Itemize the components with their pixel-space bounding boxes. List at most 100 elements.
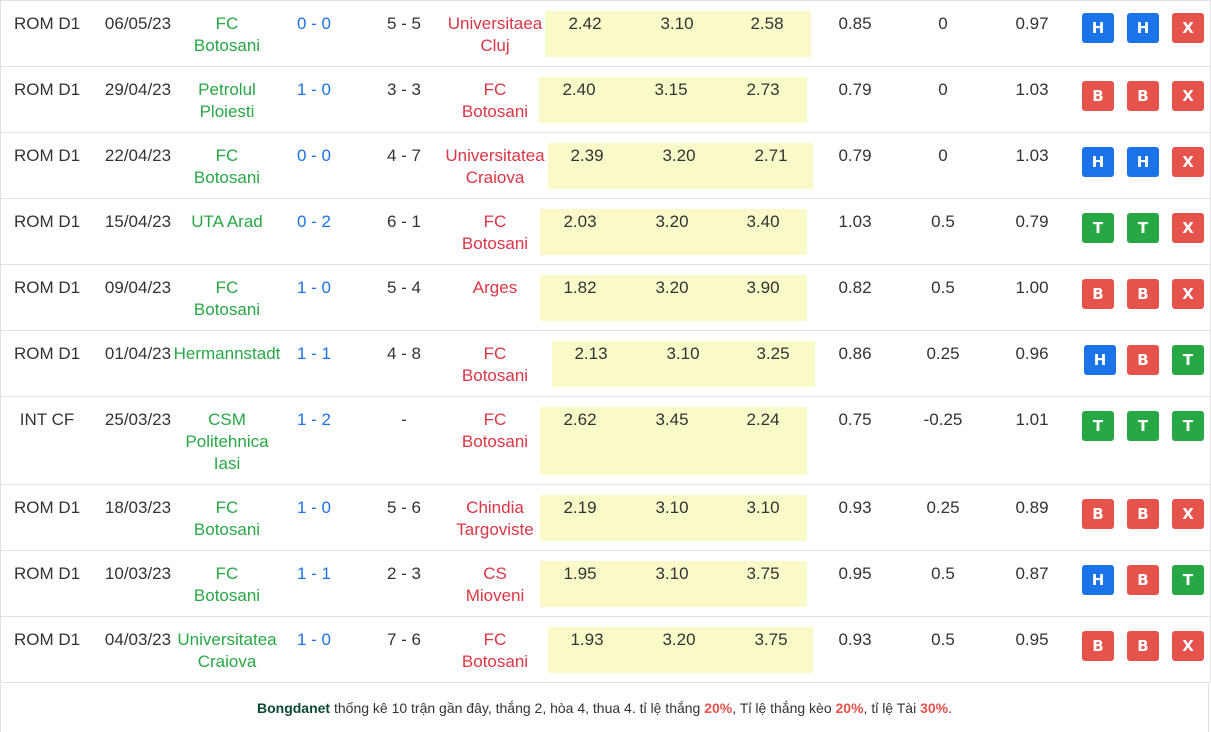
away-team-cell[interactable]: CS Mioveni xyxy=(437,563,553,607)
home-team-name-line[interactable]: Botosani xyxy=(193,168,261,187)
home-team-name-line[interactable]: Petrolul xyxy=(198,80,256,99)
home-team-cell[interactable]: FC Botosani xyxy=(173,277,281,321)
handicap-line-cell: -0.25 xyxy=(923,410,963,429)
away-team-cell[interactable]: FC Botosani xyxy=(437,343,553,387)
home-team-cell[interactable]: FC Botosani xyxy=(173,563,281,607)
corner-cell: 5 - 6 xyxy=(386,498,422,517)
score-cell[interactable]: 0 - 0 xyxy=(296,14,332,33)
away-team-name-line[interactable]: FC xyxy=(483,212,507,231)
league-cell[interactable]: ROM D1 xyxy=(13,278,81,297)
league-cell[interactable]: ROM D1 xyxy=(13,498,81,517)
home-team-cell[interactable]: CSM Politehnica Iasi xyxy=(173,409,281,475)
score-cell[interactable]: 1 - 2 xyxy=(296,410,332,429)
summary-text-1: thống kê 10 trận gần đây, thắng 2, hòa 4… xyxy=(330,700,705,716)
odds-3-cell: 2.24 xyxy=(746,410,780,429)
away-team-name-line[interactable]: Botosani xyxy=(461,652,529,671)
home-team-cell[interactable]: UTA Arad xyxy=(173,211,281,233)
away-team-name-line[interactable]: Targoviste xyxy=(456,520,534,539)
score-cell[interactable]: 1 - 0 xyxy=(296,278,332,297)
home-team-name-line[interactable]: Universitatea xyxy=(177,630,277,649)
away-team-cell[interactable]: FC Botosani xyxy=(437,79,553,123)
home-team-name-line[interactable]: Politehnica xyxy=(185,432,269,451)
away-team-cell[interactable]: Arges xyxy=(437,277,553,299)
home-team-cell[interactable]: FC Botosani xyxy=(173,145,281,189)
home-team-name-line[interactable]: Hermannstadt xyxy=(173,344,281,363)
league-cell[interactable]: ROM D1 xyxy=(13,14,81,33)
home-team-name-line[interactable]: Botosani xyxy=(193,520,261,539)
league-cell[interactable]: ROM D1 xyxy=(13,630,81,649)
away-team-name-line[interactable]: Arges xyxy=(472,278,518,297)
away-team-name-line[interactable]: Botosani xyxy=(461,102,529,121)
brand-name[interactable]: Bongdanet xyxy=(256,700,331,716)
home-team-cell[interactable]: FC Botosani xyxy=(173,497,281,541)
home-team-cell[interactable]: Hermannstadt xyxy=(173,343,281,365)
result-badge-3: X xyxy=(1172,499,1204,529)
handicap-win-rate: 20% xyxy=(835,700,864,716)
result-badge-3: T xyxy=(1172,411,1204,441)
home-team-cell[interactable]: Petrolul Ploiesti xyxy=(173,79,281,123)
home-team-name-line[interactable]: CSM xyxy=(208,410,246,429)
score-cell[interactable]: 0 - 2 xyxy=(296,212,332,231)
away-team-cell[interactable]: Universitaea Cluj xyxy=(437,13,553,57)
home-team-name-line[interactable]: FC xyxy=(215,14,239,33)
away-team-cell[interactable]: Chindia Targoviste xyxy=(437,497,553,541)
away-team-name-line[interactable]: Cluj xyxy=(480,36,510,55)
league-cell[interactable]: ROM D1 xyxy=(13,564,81,583)
home-team-name-line[interactable]: Botosani xyxy=(193,36,261,55)
odds-2-cell: 3.20 xyxy=(655,278,689,297)
date-cell: 10/03/23 xyxy=(104,564,172,583)
home-team-name-line[interactable]: Iasi xyxy=(213,454,241,473)
home-team-name-line[interactable]: FC xyxy=(215,498,239,517)
home-team-name-line[interactable]: Craiova xyxy=(197,652,257,671)
league-cell[interactable]: ROM D1 xyxy=(13,344,81,363)
league-cell[interactable]: ROM D1 xyxy=(13,146,81,165)
handicap-away-cell: 0.95 xyxy=(1015,630,1049,649)
score-cell[interactable]: 0 - 0 xyxy=(296,146,332,165)
away-team-name-line[interactable]: Universitaea xyxy=(447,14,543,33)
score-cell[interactable]: 1 - 1 xyxy=(296,344,332,363)
odds-1-cell: 2.39 xyxy=(570,146,604,165)
result-badge-1: B xyxy=(1082,499,1114,529)
table-row: ROM D1 09/04/23 FC Botosani 1 - 0 5 - 4 Arges 1… xyxy=(1,265,1210,331)
league-cell[interactable]: INT CF xyxy=(19,410,75,429)
home-team-name-line[interactable]: UTA Arad xyxy=(191,212,263,231)
score-cell[interactable]: 1 - 0 xyxy=(296,630,332,649)
home-team-name-line[interactable]: Ploiesti xyxy=(199,102,255,121)
handicap-line-cell: 0.5 xyxy=(931,630,955,649)
score-cell[interactable]: 1 - 1 xyxy=(296,564,332,583)
away-team-name-line[interactable]: Craiova xyxy=(465,168,525,187)
odds-2-cell: 3.10 xyxy=(655,498,689,517)
result-badge-3: X xyxy=(1172,13,1204,43)
odds-highlight xyxy=(552,341,815,387)
away-team-name-line[interactable]: Botosani xyxy=(461,234,529,253)
away-team-name-line[interactable]: Botosani xyxy=(461,366,529,385)
away-team-name-line[interactable]: FC xyxy=(483,80,507,99)
handicap-home-cell: 0.93 xyxy=(838,498,872,517)
away-team-cell[interactable]: FC Botosani xyxy=(437,629,553,673)
away-team-name-line[interactable]: FC xyxy=(483,410,507,429)
away-team-cell[interactable]: FC Botosani xyxy=(437,409,553,453)
away-team-name-line[interactable]: CS xyxy=(483,564,507,583)
away-team-name-line[interactable]: Mioveni xyxy=(465,586,525,605)
score-cell[interactable]: 1 - 0 xyxy=(296,80,332,99)
home-team-cell[interactable]: Universitatea Craiova xyxy=(173,629,281,673)
home-team-name-line[interactable]: Botosani xyxy=(193,586,261,605)
home-team-name-line[interactable]: FC xyxy=(215,564,239,583)
home-team-name-line[interactable]: Botosani xyxy=(193,300,261,319)
home-team-name-line[interactable]: FC xyxy=(215,146,239,165)
away-team-name-line[interactable]: Botosani xyxy=(461,432,529,451)
handicap-home-cell: 0.79 xyxy=(838,146,872,165)
away-team-name-line[interactable]: Universitatea xyxy=(445,146,545,165)
away-team-name-line[interactable]: FC xyxy=(483,630,507,649)
away-team-cell[interactable]: Universitatea Craiova xyxy=(437,145,553,189)
handicap-away-cell: 1.03 xyxy=(1015,146,1049,165)
league-cell[interactable]: ROM D1 xyxy=(13,212,81,231)
away-team-name-line[interactable]: FC xyxy=(483,344,507,363)
away-team-name-line[interactable]: Chindia xyxy=(466,498,524,517)
home-team-cell[interactable]: FC Botosani xyxy=(173,13,281,57)
home-team-name-line[interactable]: FC xyxy=(215,278,239,297)
away-team-cell[interactable]: FC Botosani xyxy=(437,211,553,255)
result-badge-1: H xyxy=(1082,147,1114,177)
league-cell[interactable]: ROM D1 xyxy=(13,80,81,99)
score-cell[interactable]: 1 - 0 xyxy=(296,498,332,517)
